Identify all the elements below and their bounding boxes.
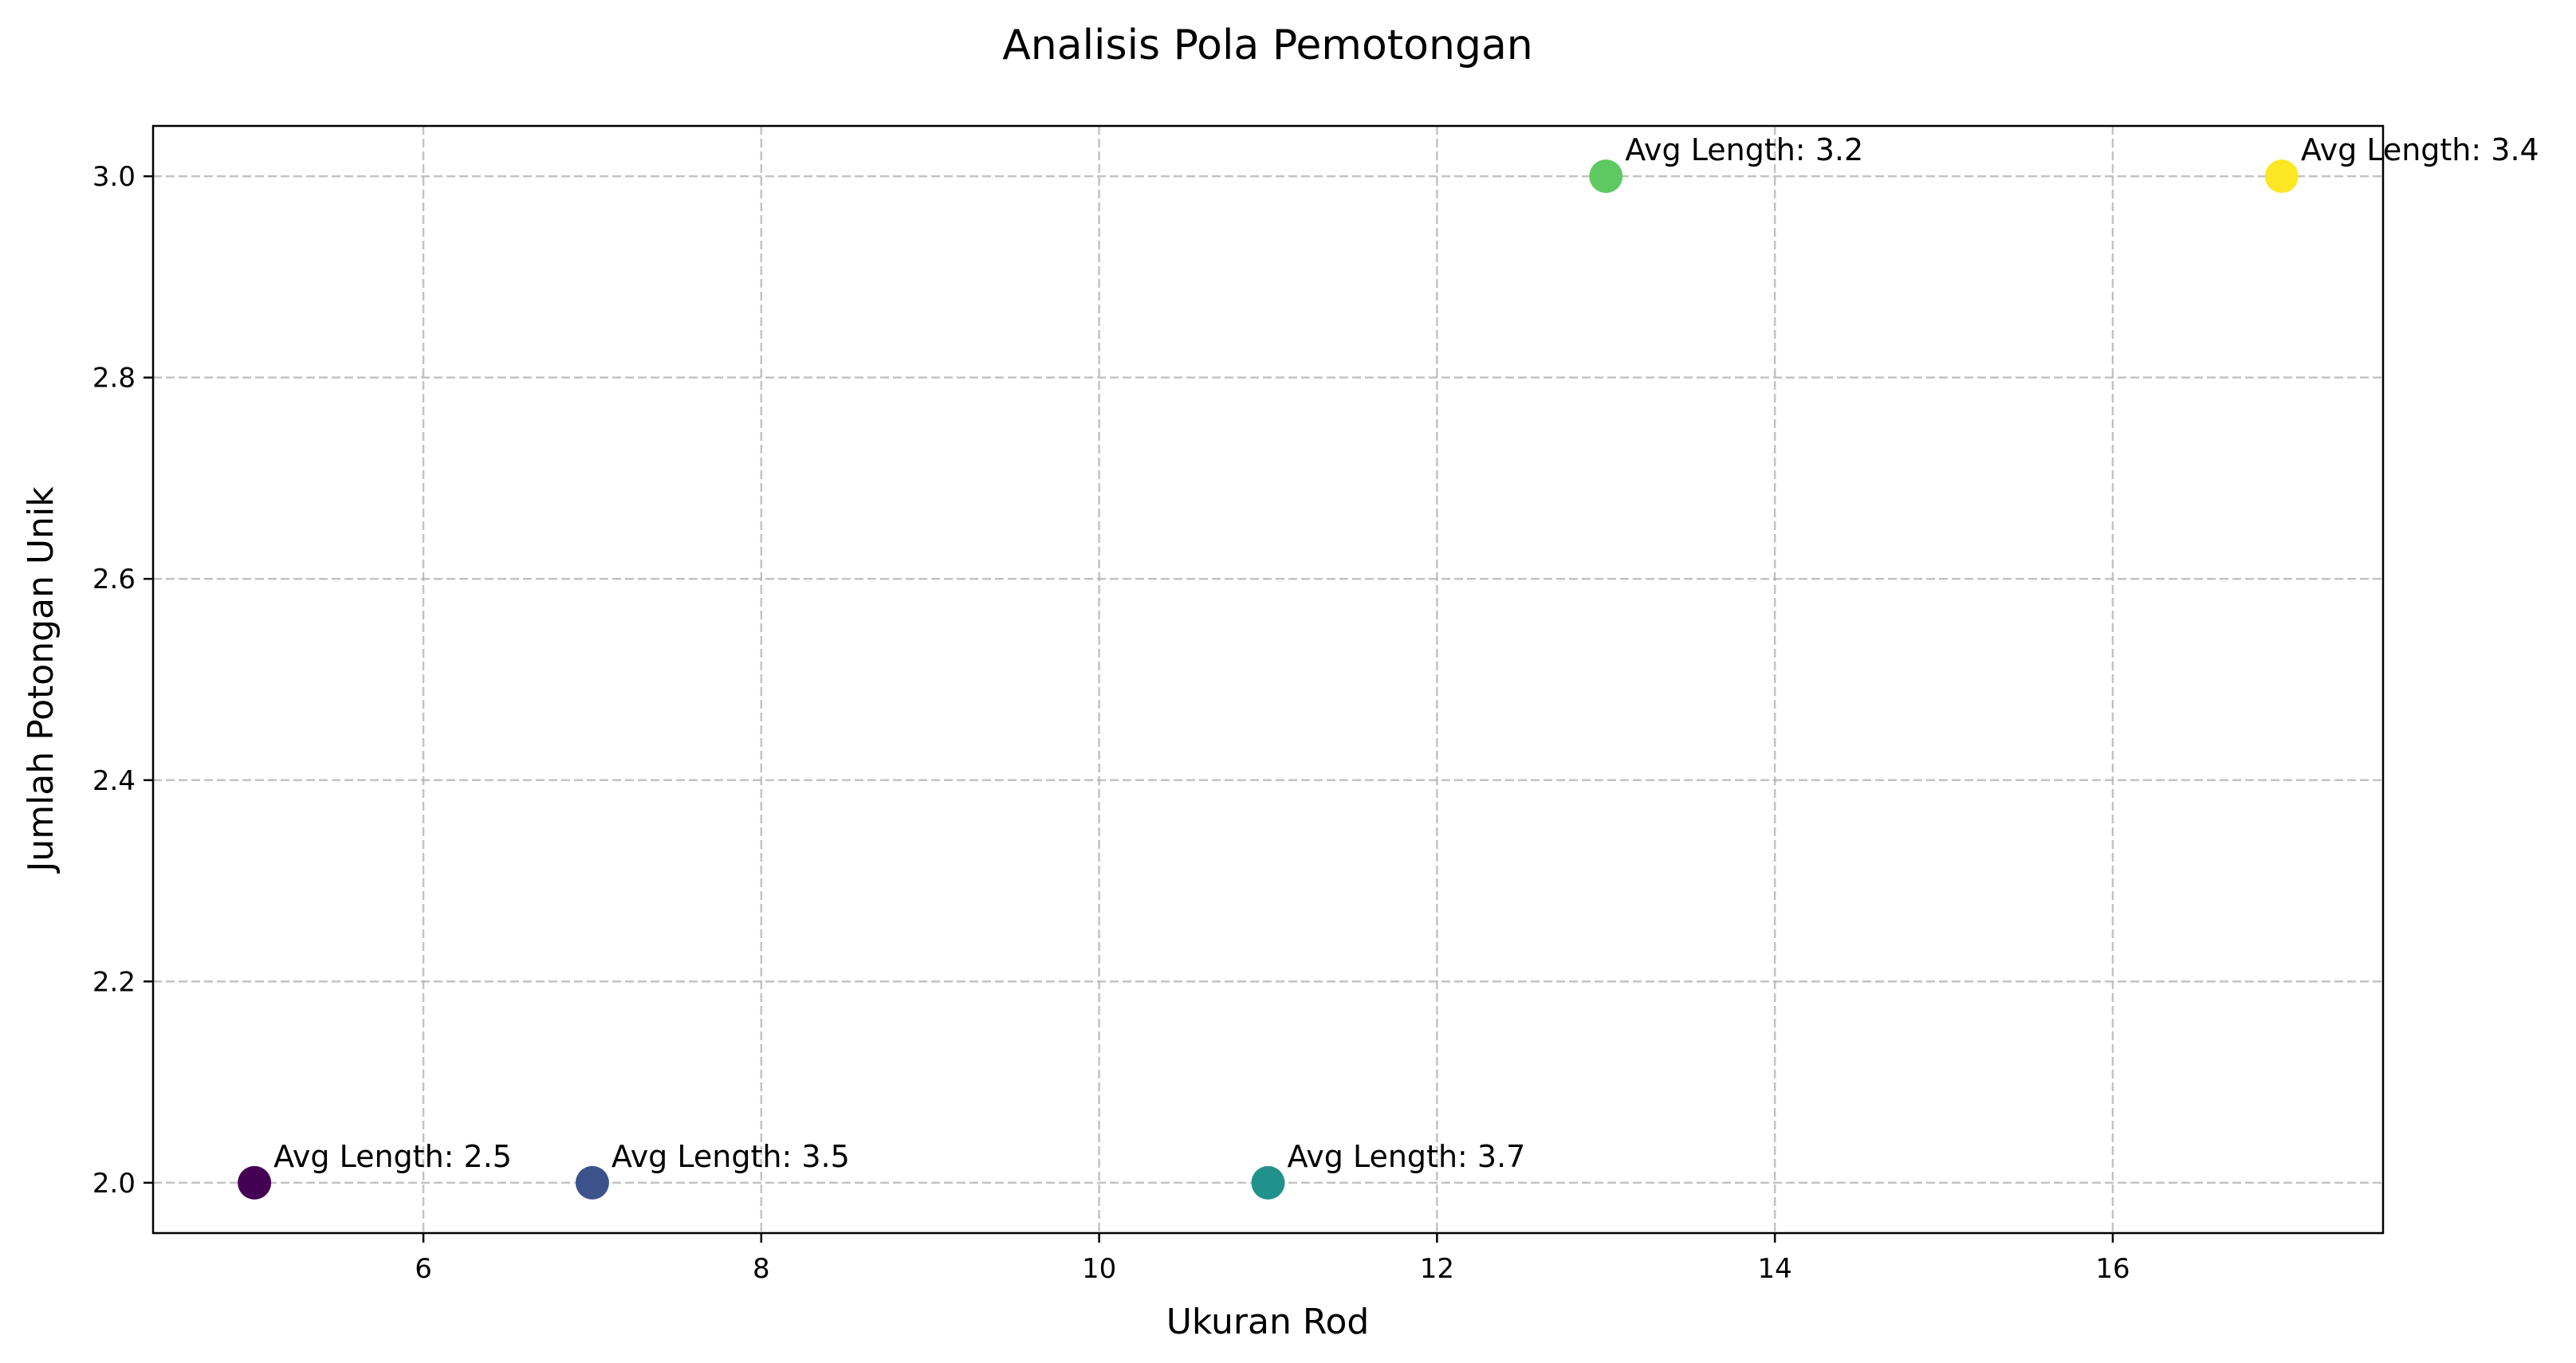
data-point xyxy=(1589,159,1623,194)
points-layer xyxy=(238,159,2299,1200)
ticks-layer: 6 8 10 12 14 16 2.0 2.2 2.4 2.6 2.8 3.0 xyxy=(92,161,2130,1285)
point-annotation: Avg Length: 3.7 xyxy=(1288,1139,1526,1174)
grid-layer xyxy=(153,126,2383,1233)
data-point xyxy=(238,1165,272,1200)
point-annotation: Avg Length: 3.2 xyxy=(1625,132,1863,167)
y-tick-label: 2.8 xyxy=(92,363,136,395)
y-tick-label: 2.4 xyxy=(92,765,136,797)
x-tick-label: 10 xyxy=(1082,1253,1116,1285)
data-point xyxy=(575,1165,609,1200)
x-axis-label: Ukuran Rod xyxy=(1166,1302,1370,1342)
point-annotation: Avg Length: 3.5 xyxy=(612,1139,850,1174)
point-annotation: Avg Length: 2.5 xyxy=(273,1139,512,1174)
y-tick-label: 2.0 xyxy=(92,1168,136,1200)
data-point xyxy=(1251,1165,1285,1200)
y-tick-label: 3.0 xyxy=(92,161,136,193)
x-tick-label: 14 xyxy=(1758,1253,1792,1285)
chart-title: Analisis Pola Pemotongan xyxy=(1002,22,1533,69)
x-tick-label: 16 xyxy=(2095,1253,2130,1285)
x-tick-label: 6 xyxy=(415,1253,432,1285)
annotations-layer: Avg Length: 2.5 Avg Length: 3.5 Avg Length… xyxy=(273,132,2539,1174)
y-axis-label: Jumlah Potongan Unik xyxy=(21,486,61,874)
y-tick-label: 2.2 xyxy=(92,966,136,998)
plot-frame xyxy=(151,124,2385,1235)
y-tick-label: 2.6 xyxy=(92,564,136,595)
data-point xyxy=(2264,159,2299,194)
x-tick-label: 12 xyxy=(1420,1253,1454,1285)
point-annotation: Avg Length: 3.4 xyxy=(2301,132,2539,167)
x-tick-label: 8 xyxy=(753,1253,770,1285)
